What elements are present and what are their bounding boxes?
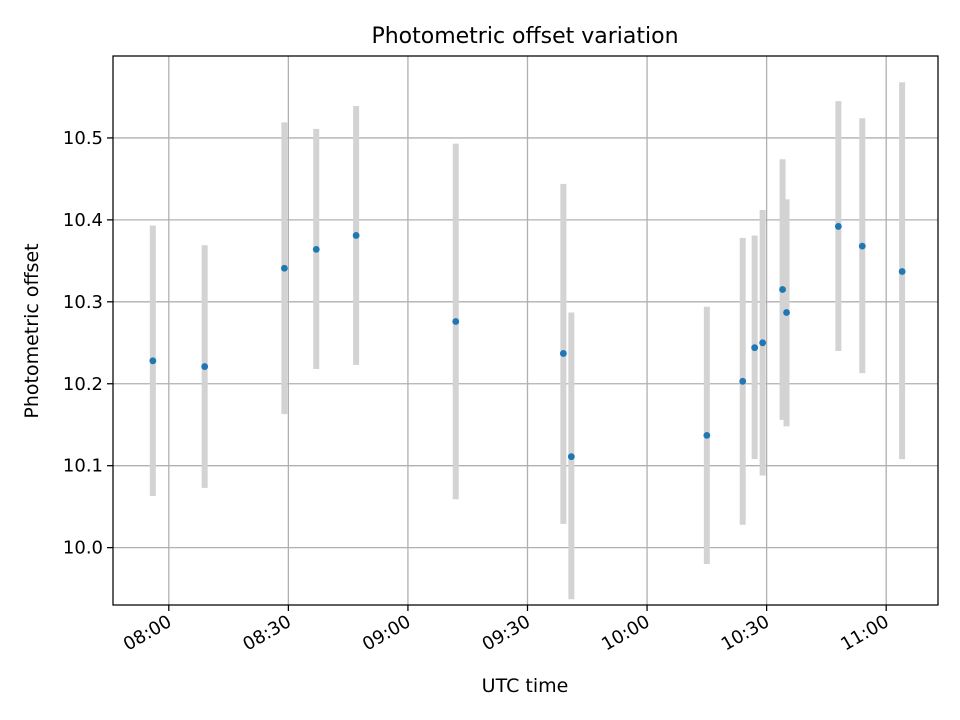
data-point xyxy=(759,339,767,347)
data-point xyxy=(834,223,842,230)
data-point xyxy=(739,377,747,385)
data-point xyxy=(280,264,288,272)
data-points xyxy=(149,223,906,461)
data-point xyxy=(779,286,786,293)
y-tick-label: 10.0 xyxy=(63,538,103,559)
grid-lines xyxy=(113,56,938,605)
data-point xyxy=(858,242,866,250)
data-point xyxy=(352,232,360,239)
y-axis-label: Photometric offset xyxy=(21,243,43,418)
data-point xyxy=(703,431,711,439)
plot-frame xyxy=(112,55,939,606)
data-point xyxy=(312,245,320,253)
y-tick-label: 10.3 xyxy=(63,292,103,313)
data-point xyxy=(149,357,157,365)
data-point xyxy=(783,309,790,316)
data-point xyxy=(559,350,567,357)
data-point xyxy=(452,318,460,325)
chart-title: Photometric offset variation xyxy=(371,24,678,49)
x-axis-label: UTC time xyxy=(482,675,569,697)
y-tick-label: 10.1 xyxy=(63,456,103,477)
y-tick-label: 10.2 xyxy=(63,374,103,395)
data-point xyxy=(751,344,759,352)
plot-area xyxy=(113,56,938,605)
y-tick-label: 10.4 xyxy=(63,210,103,231)
data-point xyxy=(898,268,906,275)
data-point xyxy=(201,363,209,370)
data-point xyxy=(567,453,575,461)
y-tick-label: 10.5 xyxy=(63,128,103,149)
